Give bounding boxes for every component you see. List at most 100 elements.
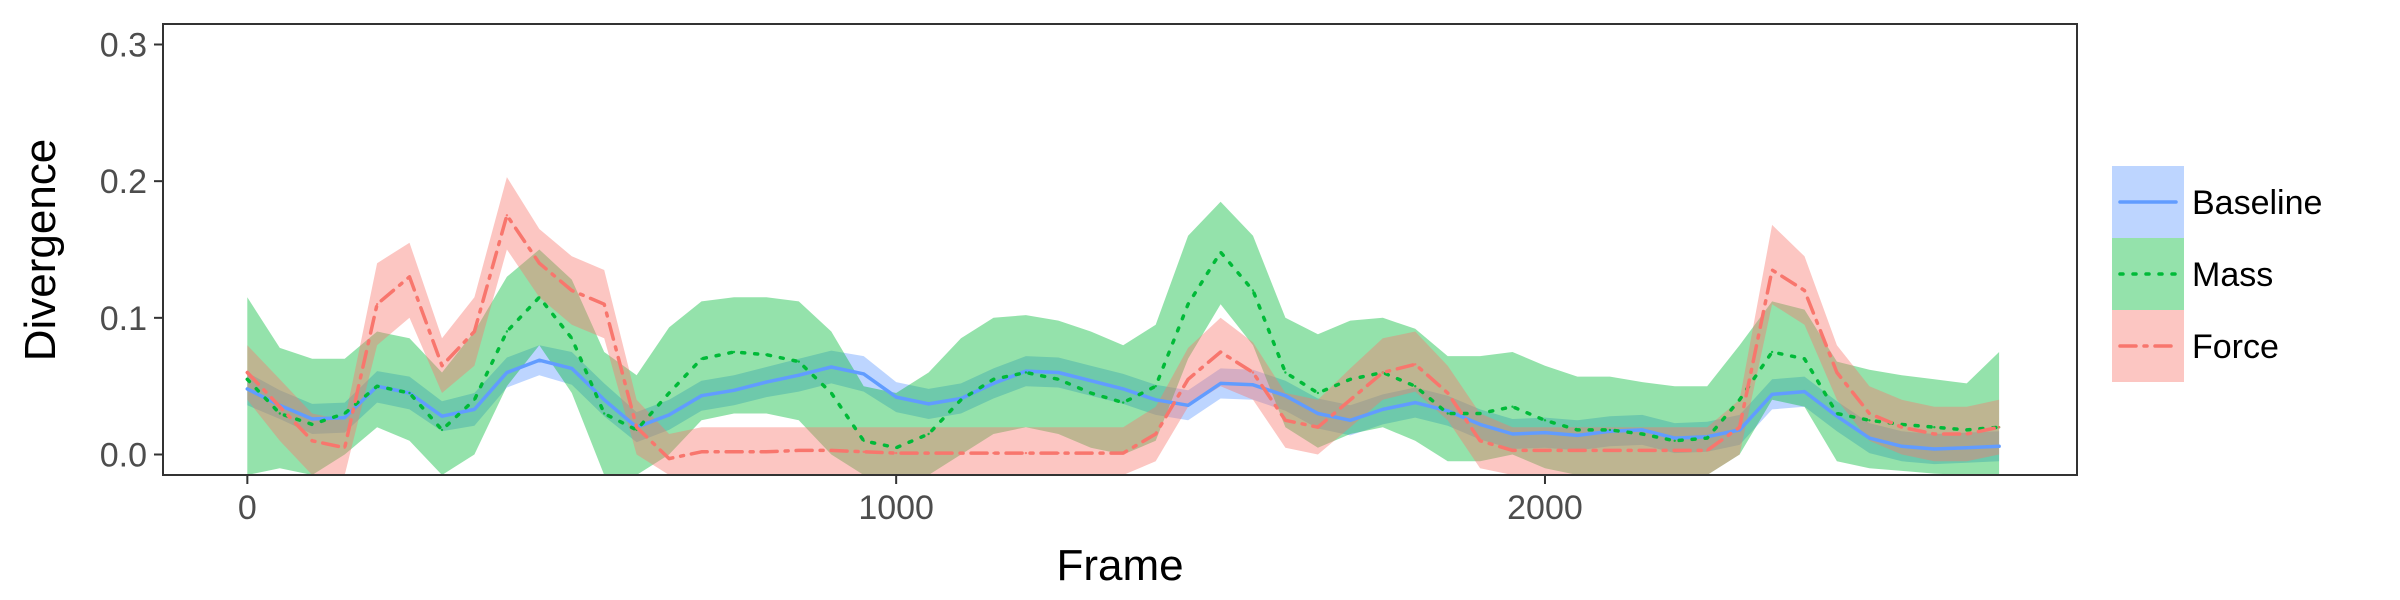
data-point-force <box>862 450 865 453</box>
data-point-baseline <box>505 371 509 374</box>
data-point-mass <box>1576 428 1579 432</box>
data-point-baseline <box>1933 447 1936 451</box>
data-point-baseline <box>1251 383 1255 386</box>
data-point-mass <box>1316 391 1320 395</box>
band-force <box>247 177 2000 475</box>
data-point-force <box>1868 412 1871 415</box>
data-point-force <box>603 303 606 306</box>
data-point-baseline <box>1576 434 1579 437</box>
data-point-force <box>1414 363 1417 366</box>
data-point-baseline <box>1186 404 1190 407</box>
series-lines <box>245 213 2001 461</box>
x-axis-title: Frame <box>1056 541 1183 590</box>
data-point-baseline <box>1868 436 1871 440</box>
data-point-force <box>895 451 898 455</box>
legend: Baseline Mass Force <box>2112 166 2322 382</box>
data-point-baseline <box>992 382 995 385</box>
data-point-baseline <box>1349 419 1352 422</box>
data-point-mass <box>765 353 768 356</box>
data-point-mass <box>1933 426 1936 429</box>
data-point-baseline <box>1478 423 1482 426</box>
data-point-baseline <box>246 387 249 391</box>
data-point-mass <box>700 357 703 360</box>
data-point-mass <box>732 350 736 354</box>
data-point-mass <box>278 412 281 415</box>
data-point-mass <box>1738 398 1741 401</box>
data-point-mass <box>311 423 314 426</box>
data-point-mass <box>1965 428 1968 432</box>
data-point-baseline <box>343 416 346 419</box>
data-point-baseline <box>1835 415 1839 418</box>
data-point-mass <box>895 446 898 449</box>
data-point-force <box>1641 449 1644 452</box>
data-point-baseline <box>1511 432 1514 436</box>
data-point-force <box>1057 451 1060 455</box>
data-point-baseline <box>895 395 898 399</box>
data-point-force <box>1608 449 1612 452</box>
data-point-force <box>375 303 379 306</box>
data-point-force <box>505 214 509 217</box>
data-point-force <box>1219 350 1222 354</box>
data-point-mass <box>1835 412 1839 415</box>
data-point-force <box>765 450 768 453</box>
data-point-baseline <box>440 415 444 418</box>
data-point-baseline <box>765 380 768 384</box>
legend-label-force: Force <box>2192 328 2279 366</box>
y-axis: 0.0 0.1 0.2 0.3 <box>100 27 163 475</box>
data-point-mass <box>473 398 476 401</box>
data-point-force <box>1024 451 1028 455</box>
data-point-mass <box>1186 303 1190 306</box>
data-point-force <box>408 275 411 278</box>
data-point-mass <box>538 296 541 299</box>
data-point-baseline <box>732 389 736 392</box>
data-point-mass <box>1057 378 1060 381</box>
plot-panel-border <box>162 23 2078 476</box>
data-point-baseline <box>862 372 865 376</box>
data-point-mass <box>603 412 606 415</box>
data-point-force <box>1316 426 1320 429</box>
legend-label-baseline: Baseline <box>2192 184 2322 222</box>
data-point-mass <box>1543 419 1547 422</box>
data-point-mass <box>1154 385 1157 388</box>
data-point-mass <box>1478 412 1482 415</box>
data-point-mass <box>1641 432 1644 436</box>
data-point-force <box>1997 426 2001 429</box>
data-point-force <box>1673 449 1676 452</box>
data-point-baseline <box>1381 408 1385 411</box>
data-point-force <box>830 449 833 452</box>
data-point-baseline <box>1770 393 1774 396</box>
data-point-mass <box>1446 412 1449 415</box>
data-point-force <box>538 262 541 265</box>
data-point-mass <box>1414 385 1417 388</box>
data-point-force <box>1381 371 1385 374</box>
data-point-mass <box>1122 401 1125 404</box>
data-point-mass <box>927 432 930 436</box>
data-point-mass <box>1284 371 1287 374</box>
data-point-force <box>1511 449 1514 452</box>
y-tick-label: 0.2 <box>100 163 147 201</box>
x-tick-label: 1000 <box>858 489 934 527</box>
data-point-baseline <box>797 374 800 377</box>
data-point-baseline <box>311 417 314 421</box>
data-point-baseline <box>1414 401 1417 404</box>
data-point-baseline <box>1284 394 1287 397</box>
data-point-mass <box>1251 289 1255 292</box>
data-point-mass <box>505 330 509 333</box>
data-point-force <box>1089 451 1093 455</box>
data-point-force <box>927 451 930 455</box>
y-tick-label: 0.1 <box>100 300 147 338</box>
data-point-mass <box>246 378 249 381</box>
data-point-baseline <box>1543 431 1547 434</box>
y-axis-title: Divergence <box>16 139 65 362</box>
data-point-baseline <box>1997 445 2001 448</box>
data-point-force <box>1770 268 1774 272</box>
data-point-baseline <box>667 413 671 417</box>
data-point-baseline <box>1803 390 1806 393</box>
data-point-force <box>1835 371 1839 374</box>
x-axis: 0 1000 2000 <box>238 475 1583 527</box>
data-point-baseline <box>830 365 833 369</box>
data-point-force <box>1154 432 1157 436</box>
data-point-force <box>440 364 444 367</box>
data-point-baseline <box>700 394 703 397</box>
